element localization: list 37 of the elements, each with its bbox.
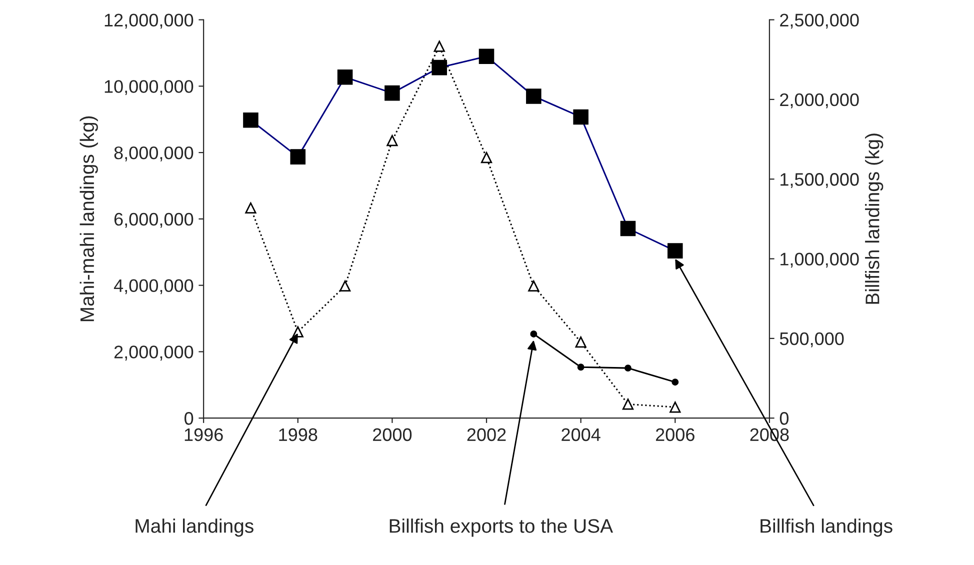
x-tick-label: 1998 — [279, 428, 318, 442]
y2-tick-label: 0 — [780, 412, 789, 425]
annotation: Billfish exports to the USA — [390, 518, 614, 537]
point — [245, 202, 256, 214]
point — [672, 378, 679, 386]
x-tick-label: 2004 — [562, 428, 600, 442]
x-tick-label: 2000 — [373, 428, 412, 442]
y-tick-label: 4,000,000 — [114, 279, 194, 294]
y-tick-label: 0 — [184, 412, 194, 425]
point — [528, 280, 540, 292]
point — [575, 336, 586, 348]
point — [434, 40, 445, 52]
point — [386, 135, 398, 146]
y-tick-label: 8,000,000 — [114, 146, 194, 162]
y2-tick-label: 1,000,000 — [780, 252, 859, 268]
y2-axis-title: Billfish landings (kg) — [865, 134, 884, 304]
y-tick-label: 6,000,000 — [114, 212, 194, 228]
annotation: Billfish landings — [760, 518, 892, 537]
y2-tick-label: 1,500,000 — [780, 173, 859, 188]
point — [670, 402, 681, 413]
y-axis-title: Mahi-mahi landings (kg) — [80, 116, 98, 322]
y2-tick-label: 2,000,000 — [780, 93, 859, 108]
y2-tick-label: 2,500,000 — [780, 14, 859, 29]
point — [577, 364, 584, 371]
y-tick-label: 10,000,000 — [104, 80, 194, 96]
x-tick-label: 2002 — [467, 428, 506, 442]
x-tick-label: 1996 — [184, 428, 223, 442]
y-tick-label: 2,000,000 — [114, 346, 194, 361]
point — [624, 364, 632, 372]
y2-tick-label: 500,000 — [780, 332, 844, 348]
point — [622, 398, 634, 410]
annotation: Mahi landings — [136, 518, 254, 537]
point — [480, 152, 492, 164]
x-tick-label: 2006 — [656, 428, 694, 442]
y-tick-label: 12,000,000 — [104, 14, 194, 29]
point — [530, 330, 538, 338]
point — [339, 280, 351, 292]
